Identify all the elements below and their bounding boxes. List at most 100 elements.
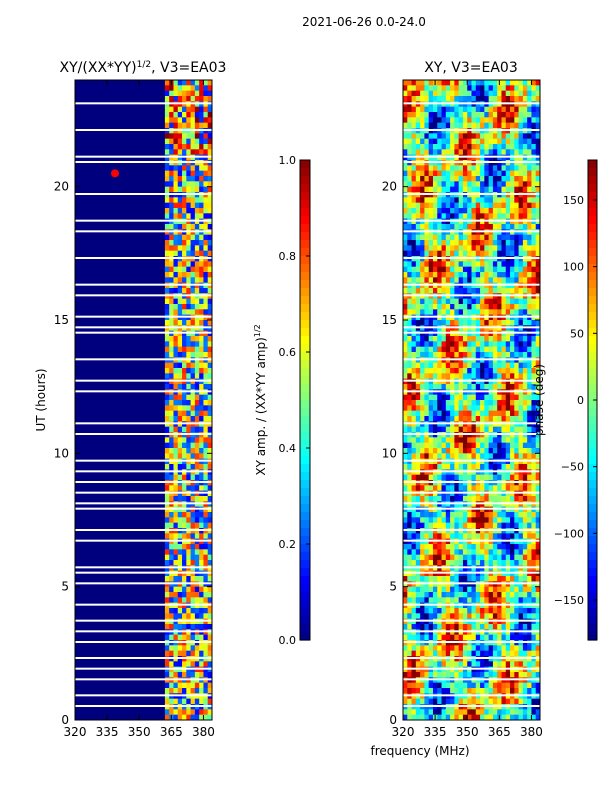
amplitude-cell (191, 165, 196, 171)
amplitude-cell (182, 448, 187, 454)
amplitude-cell (182, 187, 187, 193)
phase-cell (412, 261, 417, 267)
phase-cell (416, 597, 421, 603)
phase-cell (433, 523, 438, 529)
phase-cell (484, 123, 489, 129)
amplitude-cell (165, 709, 170, 715)
phase-cell (493, 651, 498, 657)
amplitude-cell (186, 544, 191, 550)
phase-cell (480, 117, 485, 123)
amplitude-cell (186, 139, 191, 145)
phase-cell (459, 661, 464, 667)
phase-cell (480, 443, 485, 449)
phase-cell (519, 597, 524, 603)
amplitude-cell (173, 187, 178, 193)
phase-cell (467, 304, 472, 310)
amplitude-cell (186, 523, 191, 529)
phase-cell (424, 261, 429, 267)
amplitude-colorbar-segment (300, 488, 310, 497)
phase-cell (446, 80, 451, 86)
phase-cell (446, 112, 451, 118)
phase-cell (506, 171, 511, 177)
phase-cell (407, 277, 412, 283)
phase-cell (514, 613, 519, 619)
amplitude-cell (186, 245, 191, 251)
amplitude-cell (165, 224, 170, 230)
phase-cell (429, 405, 434, 411)
amplitude-cell (191, 91, 196, 97)
phase-cell (437, 267, 442, 273)
phase-cell (420, 235, 425, 241)
amplitude-cell (203, 400, 208, 406)
phase-cell (523, 85, 528, 91)
amplitude-cell (169, 549, 174, 555)
phase-cell (506, 651, 511, 657)
amplitude-cell (178, 139, 183, 145)
phase-cell (454, 400, 459, 406)
phase-cell (523, 171, 528, 177)
amplitude-cell (199, 475, 204, 481)
phase-cell (450, 133, 455, 139)
amplitude-cell (186, 453, 191, 459)
phase-cell (489, 213, 494, 219)
amplitude-cell (165, 635, 170, 641)
phase-cell (493, 512, 498, 518)
phase-cell (416, 197, 421, 203)
phase-cell (454, 96, 459, 102)
phase-cell (433, 475, 438, 481)
phase-cell (476, 288, 481, 294)
amplitude-cell (173, 347, 178, 353)
phase-cell (454, 635, 459, 641)
phase-cell (489, 485, 494, 491)
phase-cell (506, 107, 511, 113)
phase-cell (531, 251, 536, 257)
phase-cell (480, 203, 485, 209)
phase-cell (497, 427, 502, 433)
phase-cell (476, 485, 481, 491)
phase-cell (472, 464, 477, 470)
phase-cell (420, 336, 425, 342)
phase-cell (429, 267, 434, 273)
phase-cell (459, 181, 464, 187)
phase-cell (463, 661, 468, 667)
phase-cell (523, 245, 528, 251)
phase-cell (407, 309, 412, 315)
amplitude-cell (191, 683, 196, 689)
phase-cell (424, 512, 429, 518)
amplitude-cell (191, 107, 196, 113)
amplitude-cell (203, 96, 208, 102)
phase-cell (407, 560, 412, 566)
phase-cell (424, 352, 429, 358)
amplitude-cell (191, 453, 196, 459)
phase-cell (424, 251, 429, 257)
phase-cell (454, 576, 459, 582)
phase-cell (510, 208, 515, 214)
phase-cell (424, 123, 429, 129)
amplitude-cell (186, 197, 191, 203)
phase-cell (407, 208, 412, 214)
phase-cell (416, 560, 421, 566)
phase-cell (531, 117, 536, 123)
phase-cell (510, 512, 515, 518)
phase-cell (472, 107, 477, 113)
phase-cell (416, 272, 421, 278)
phase-cell (493, 80, 498, 86)
phase-cell (497, 544, 502, 550)
amplitude-cell (169, 336, 174, 342)
phase-cell (416, 208, 421, 214)
phase-cell (463, 576, 468, 582)
phase-cell (514, 149, 519, 155)
phase-cell (514, 352, 519, 358)
phase-cell (514, 555, 519, 561)
phase-cell (442, 144, 447, 150)
phase-cell (484, 395, 489, 401)
phase-cell (472, 347, 477, 353)
phase-cell (446, 352, 451, 358)
amplitude-cell (178, 336, 183, 342)
phase-cell (463, 544, 468, 550)
phase-cell (424, 171, 429, 177)
phase-cell (467, 96, 472, 102)
phase-cell (454, 341, 459, 347)
